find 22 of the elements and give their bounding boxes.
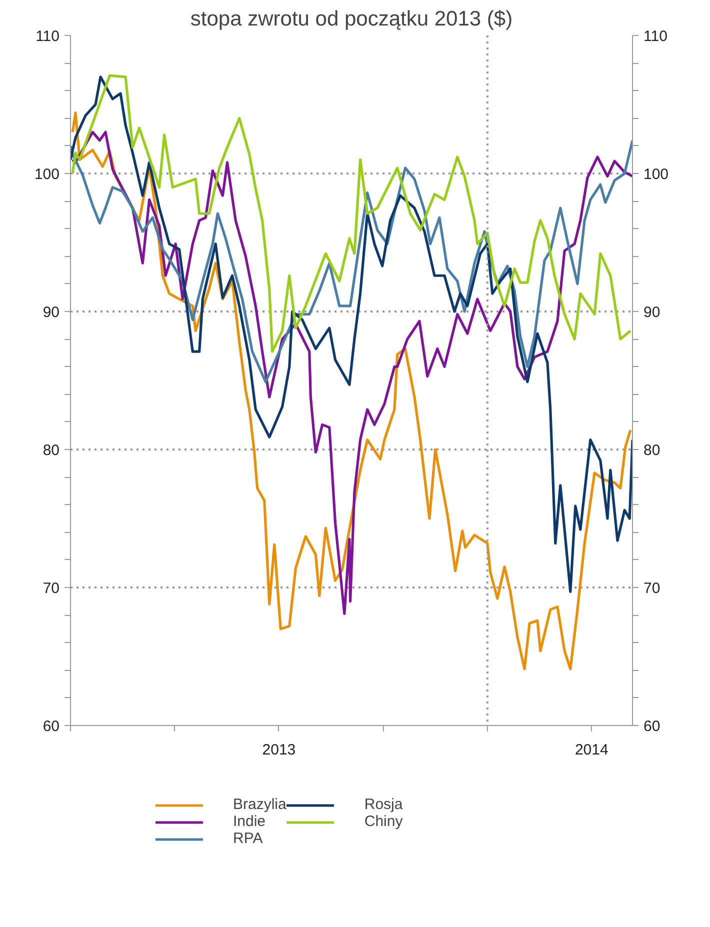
- legend-label: Brazylia: [233, 796, 286, 813]
- y2-tick-label: 110: [644, 28, 668, 45]
- line-series: [71, 74, 632, 353]
- x-tick-label: 2014: [574, 742, 608, 758]
- y-tick-label: 80: [42, 442, 60, 459]
- line-series: [70, 139, 632, 384]
- legend-label: Chiny: [364, 813, 403, 830]
- y2-tick-label: 60: [644, 718, 660, 735]
- y-tick-label: 70: [42, 580, 60, 597]
- chart-title: stopa zwrotu od początku 2013 ($): [190, 8, 513, 30]
- legend-label: Indie: [233, 813, 266, 830]
- x-tick-label: 2013: [262, 742, 296, 758]
- y-tick-label: 90: [42, 304, 60, 321]
- y-tick-label: 100: [34, 166, 60, 183]
- y2-tick-label: 80: [644, 442, 660, 459]
- y2-tick-label: 70: [644, 580, 660, 597]
- y2-tick-label: 100: [644, 166, 669, 183]
- legend-label: Rosja: [364, 796, 403, 813]
- legend-label: RPA: [233, 830, 263, 847]
- y2-tick-label: 90: [644, 304, 660, 321]
- y-tick-label: 60: [42, 718, 60, 735]
- y-tick-label: 110: [36, 28, 60, 45]
